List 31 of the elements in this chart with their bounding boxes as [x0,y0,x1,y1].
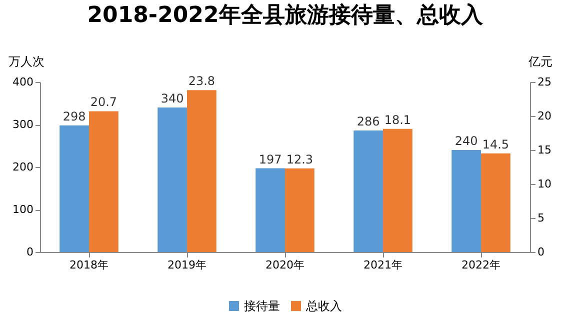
data-label: 18.1 [384,112,412,127]
data-label: 286 [356,114,380,128]
data-label: 340 [160,92,184,106]
y2-tick-label: 0 [538,246,544,258]
x-tick-label: 2018年 [70,258,108,272]
legend-label: 总收入 [305,299,342,313]
chart-title: 2018-2022年全县旅游接待量、总收入 [87,3,484,28]
data-label: 240 [454,134,478,148]
x-tick-label: 2022年 [462,258,500,272]
data-label: 197 [258,152,282,166]
legend-label: 接待量 [244,299,280,313]
data-label: 23.8 [188,74,216,88]
x-tick-label: 2020年 [266,258,304,272]
y-axis-title: 万人次 [8,54,44,68]
y2-tick-label: 15 [538,144,552,156]
y-tick-label: 0 [26,246,34,258]
data-label: 14.5 [482,137,510,152]
y2-tick-label: 10 [538,178,552,190]
data-label: 298 [62,109,86,124]
data-label: 12.3 [286,152,314,166]
y-tick-label: 300 [12,118,34,131]
data-label: 20.7 [90,95,118,110]
y2-tick-label: 5 [538,212,544,224]
x-tick-label: 2021年 [364,258,402,272]
y-tick-label: 100 [12,203,34,216]
y2-axis-title: 亿元 [528,54,552,68]
x-tick-label: 2019年 [168,258,206,272]
y-tick-label: 200 [12,160,34,174]
y-tick-label: 400 [12,76,34,88]
y2-tick-label: 20 [538,110,552,122]
y2-tick-label: 25 [538,76,552,88]
